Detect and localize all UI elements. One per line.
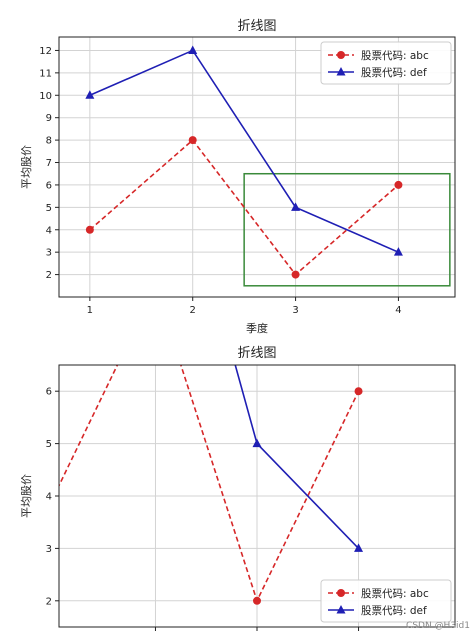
y-tick-label: 5 bbox=[46, 203, 52, 214]
legend-label: 股票代码: abc bbox=[361, 588, 429, 600]
legend-box bbox=[320, 579, 452, 623]
y-tick-label: 11 bbox=[39, 68, 52, 79]
legend-marker bbox=[336, 605, 346, 614]
y-axis-label: 平均股价 bbox=[20, 145, 33, 189]
legend-marker bbox=[337, 589, 345, 597]
series-line-1 bbox=[234, 365, 360, 549]
legend-marker bbox=[337, 51, 345, 59]
series-line-1 bbox=[89, 49, 399, 253]
y-tick-label: 3 bbox=[46, 248, 52, 259]
y-tick-label: 10 bbox=[39, 91, 52, 102]
chart-title: 折线图 bbox=[237, 346, 276, 361]
x-axis-label: 季度 bbox=[246, 321, 268, 335]
y-tick-label: 3 bbox=[46, 544, 52, 555]
data-point bbox=[252, 438, 262, 448]
series-line-0 bbox=[89, 138, 399, 276]
data-point bbox=[393, 247, 403, 256]
y-axis-label: 平均股价 bbox=[20, 474, 33, 518]
data-point bbox=[354, 543, 364, 552]
y-tick-label: 2 bbox=[46, 596, 52, 607]
x-tick-label: 2 bbox=[190, 305, 196, 316]
data-point bbox=[253, 596, 261, 605]
y-tick-label: 9 bbox=[46, 113, 52, 124]
data-point bbox=[151, 282, 159, 290]
watermark: CSDN @H3id1 bbox=[406, 621, 470, 631]
y-tick-label: 4 bbox=[46, 225, 52, 236]
data-point bbox=[354, 387, 363, 396]
legend-label: 股票代码: abc bbox=[361, 50, 429, 62]
legend-box bbox=[320, 41, 452, 85]
legend-marker bbox=[336, 67, 346, 76]
legend: 股票代码: abc 股票代码: def bbox=[320, 41, 452, 85]
legend-label: 股票代码: def bbox=[361, 67, 427, 79]
data-point bbox=[291, 202, 301, 211]
data-point bbox=[85, 90, 95, 99]
y-tick-label: 6 bbox=[46, 180, 52, 191]
x-tick-label: 4 bbox=[395, 305, 401, 316]
data-point bbox=[291, 270, 300, 279]
axes-frame bbox=[58, 36, 456, 298]
y-tick-label: 7 bbox=[46, 158, 52, 169]
y-tick-label: 12 bbox=[39, 46, 52, 57]
data-point bbox=[188, 136, 197, 145]
y-tick-label: 6 bbox=[46, 387, 52, 398]
y-tick-label: 4 bbox=[46, 492, 52, 503]
highlight-box bbox=[243, 172, 451, 287]
y-tick-label: 8 bbox=[46, 136, 52, 147]
data-point bbox=[85, 225, 94, 234]
chart-title: 折线图 bbox=[237, 19, 276, 34]
legend-label: 股票代码: def bbox=[361, 605, 427, 617]
x-tick-label: 1 bbox=[87, 305, 93, 316]
y-tick-label: 2 bbox=[46, 270, 52, 281]
legend: 股票代码: abc 股票代码: def bbox=[320, 579, 452, 623]
y-tick-label: 5 bbox=[46, 439, 52, 450]
data-point bbox=[394, 180, 403, 189]
x-tick-label: 3 bbox=[292, 305, 298, 316]
data-point bbox=[188, 45, 198, 54]
series-line-0 bbox=[59, 365, 360, 603]
